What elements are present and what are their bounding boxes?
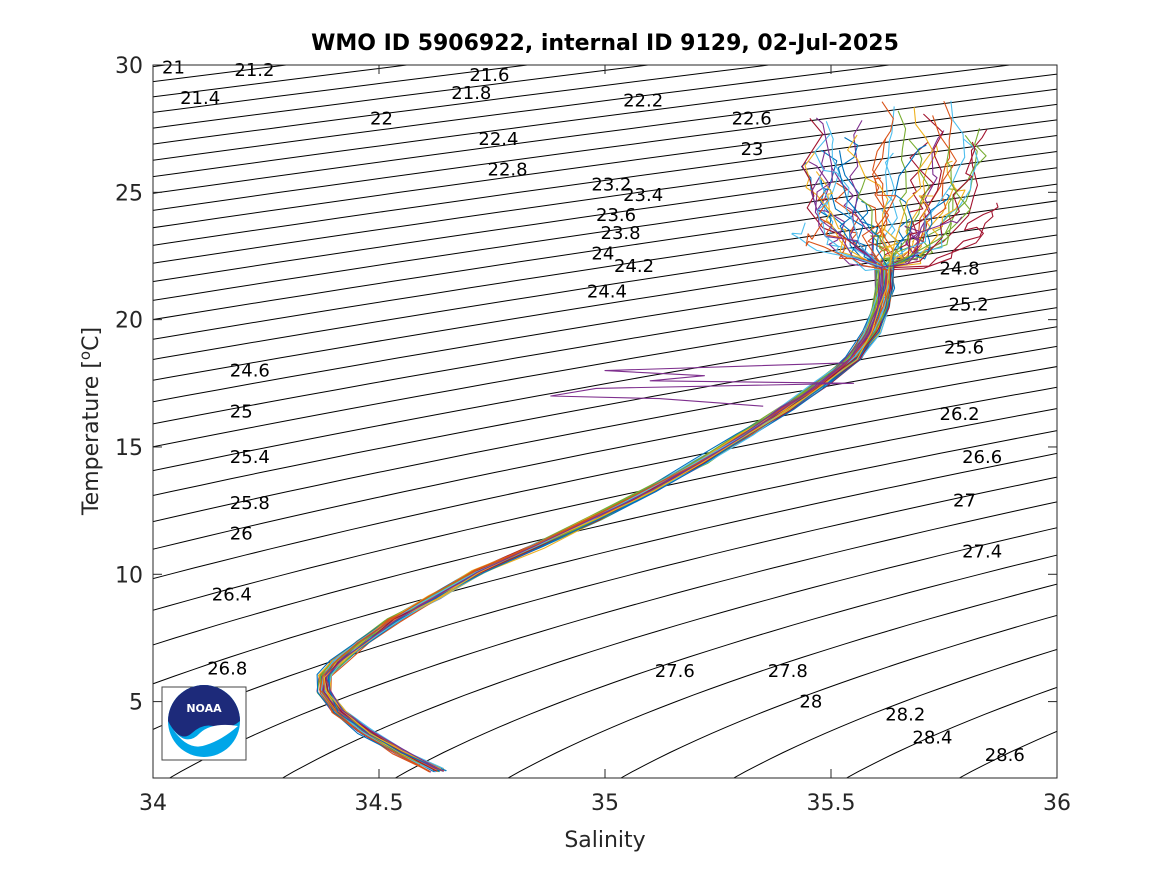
isopycnal-label: 26.4 xyxy=(212,585,252,606)
isopycnal-label: 22.2 xyxy=(623,91,663,112)
isopycnal-label: 24.2 xyxy=(614,256,654,277)
isopycnal-label: 21.2 xyxy=(234,60,274,81)
isopycnal-label: 23.8 xyxy=(601,223,641,244)
isopycnal-label: 21.8 xyxy=(451,83,491,104)
profile-lines xyxy=(316,100,999,773)
isopycnal-label: 28.2 xyxy=(885,704,925,725)
isopycnal-labels: 21 21.2 21.4 21.621.8 22 22.2 22.4 22.6 22.8 23 23… xyxy=(162,58,1025,767)
isopycnal-label: 24.6 xyxy=(230,361,270,382)
isopycnal-line xyxy=(153,65,1014,178)
isopycnal-line xyxy=(153,408,1057,611)
x-axis-ticks: 34 34.5 35 35.5 36 xyxy=(139,65,1071,816)
isopycnal-label: 23.6 xyxy=(596,205,636,226)
y-tick-label: 10 xyxy=(115,563,143,588)
isopycnal-label: 25 xyxy=(230,401,253,422)
isopycnal-line xyxy=(153,88,1057,211)
y-tick-label: 5 xyxy=(129,691,143,716)
isopycnal-label: 28 xyxy=(799,692,822,713)
y-axis-label: Temperature [oC] xyxy=(76,327,104,516)
x-tick-label: 34 xyxy=(139,791,167,816)
isopycnal-label: 22 xyxy=(370,109,393,130)
isopycnal-label: 26.8 xyxy=(207,659,247,680)
isopycnal-line xyxy=(153,326,1057,497)
isopycnal-label: 25.8 xyxy=(230,493,270,514)
isopycnal-line xyxy=(153,386,1057,580)
isopycnal-label: 24.8 xyxy=(940,259,980,280)
isopycnal-lines xyxy=(153,65,1057,778)
isopycnal-label: 27.6 xyxy=(655,661,695,682)
isopycnal-label: 23.4 xyxy=(623,185,663,206)
isopycnal-label: 26.6 xyxy=(962,447,1002,468)
noaa-logo: NOAA xyxy=(161,685,247,761)
isopycnal-label: 25.6 xyxy=(944,338,984,359)
x-axis-label: Salinity xyxy=(564,828,645,853)
isopycnal-label: 21 xyxy=(162,58,185,79)
isopycnal-line xyxy=(394,554,1057,778)
isopycnal-label: 27 xyxy=(953,490,976,511)
isopycnal-label: 27.4 xyxy=(962,541,1002,562)
y-tick-label: 20 xyxy=(115,309,143,334)
x-tick-label: 35 xyxy=(591,791,619,816)
y-axis-label-text: Temperature [ xyxy=(79,360,104,516)
y-axis-label-unit: C] xyxy=(79,327,104,351)
y-tick-label: 15 xyxy=(115,436,143,461)
isopycnal-label: 21.6 xyxy=(469,65,509,86)
isopycnal-line xyxy=(153,366,1057,550)
isopycnal-line xyxy=(153,476,1057,730)
isopycnal-label: 26 xyxy=(230,524,253,545)
isopycnal-label: 23.2 xyxy=(591,175,631,196)
chart-title: WMO ID 5906922, internal ID 9129, 02-Jul… xyxy=(311,31,899,56)
logo-text: NOAA xyxy=(186,702,222,715)
isopycnal-line xyxy=(153,288,1057,448)
isopycnal-label: 24.4 xyxy=(587,282,627,303)
isopycnal-line xyxy=(153,151,1057,283)
isopycnal-line xyxy=(153,270,1057,425)
isopycnal-label: 24 xyxy=(591,243,614,264)
isopycnal-line xyxy=(619,614,1057,778)
x-tick-label: 34.5 xyxy=(355,791,404,816)
isopycnal-label: 21.4 xyxy=(180,88,220,109)
y-axis-label-superscript: o xyxy=(76,351,94,360)
isopycnal-line xyxy=(153,103,1057,229)
isopycnal-line xyxy=(153,119,1057,246)
isopycnal-line xyxy=(168,501,1057,778)
profile-line xyxy=(325,216,963,772)
isopycnal-label: 22.6 xyxy=(732,109,772,130)
profile-outlier-line xyxy=(550,362,855,407)
isopycnal-line xyxy=(507,583,1057,778)
isopycnal-line xyxy=(153,452,1057,685)
isopycnal-label: 22.8 xyxy=(488,159,528,180)
y-tick-label: 25 xyxy=(115,181,143,206)
x-tick-label: 36 xyxy=(1043,791,1071,816)
isopycnal-label: 25.4 xyxy=(230,447,270,468)
isopycnal-label: 26.2 xyxy=(940,404,980,425)
isopycnal-line xyxy=(153,307,1057,472)
logo-gull xyxy=(172,724,238,747)
isopycnal-label: 22.4 xyxy=(478,129,518,150)
profile-line xyxy=(319,177,897,772)
y-axis-ticks: 5 10 15 20 25 30 xyxy=(115,54,1057,716)
logo-sky xyxy=(168,685,240,737)
isopycnal-label: 27.8 xyxy=(768,661,808,682)
isopycnal-line xyxy=(732,648,1057,778)
isopycnal-label: 28.6 xyxy=(985,745,1025,766)
isopycnal-label: 23 xyxy=(741,139,764,160)
isopycnal-line xyxy=(153,345,1057,523)
isopycnal-line xyxy=(281,527,1057,778)
isopycnal-label: 25.2 xyxy=(949,294,989,315)
isopycnal-line xyxy=(153,73,1057,194)
isopycnal-label: 28.4 xyxy=(912,727,952,748)
x-tick-label: 35.5 xyxy=(807,791,856,816)
y-tick-label: 30 xyxy=(115,54,143,79)
